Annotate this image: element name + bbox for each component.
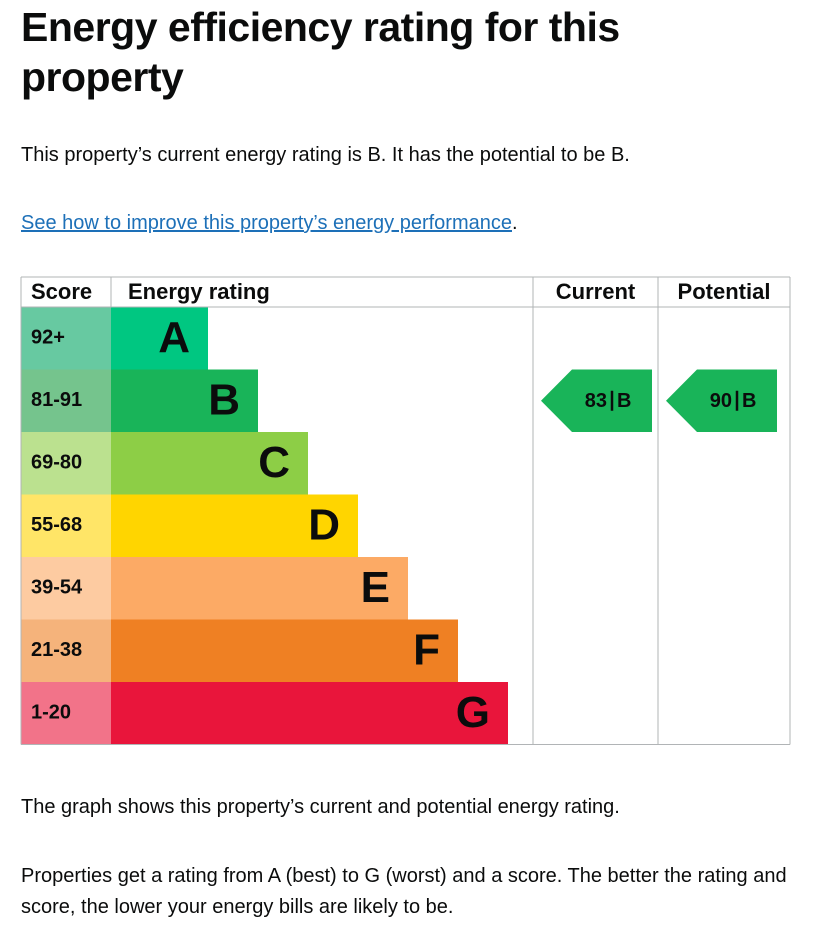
improve-link[interactable]: See how to improve this property’s energ… [21,212,512,234]
rating-letter: G [456,688,490,737]
rating-bar [111,369,258,432]
score-range: 1-20 [31,702,71,724]
rating-bar [111,432,308,495]
rating-bar [111,494,358,557]
column-header: Current [556,279,636,304]
rating-letter: B [208,375,240,424]
score-range: 81-91 [31,389,82,411]
score-range: 39-54 [31,577,83,599]
arrow-score: 83 [585,390,607,412]
score-range: 21-38 [31,639,82,661]
column-header: Potential [678,279,771,304]
rating-letter: E [361,563,390,612]
link-suffix: . [512,212,518,234]
summary: This property’s current energy rating is… [21,144,630,166]
rating-letter: D [308,500,340,549]
score-cell [21,369,111,432]
rating-bar [111,682,508,745]
arrow-band: B [617,390,631,412]
score-range: 92+ [31,327,65,349]
arrow-band: B [742,390,756,412]
score-cell [21,682,111,745]
score-range: 55-68 [31,514,82,536]
arrow-score: 90 [710,390,732,412]
rating-letter: C [258,438,290,487]
rating-arrow [541,369,652,432]
rating-bar [111,619,458,682]
rating-letter: F [413,625,440,674]
score-cell [21,619,111,682]
column-header: Energy rating [128,279,270,304]
score-range: 69-80 [31,452,82,474]
score-cell [21,557,111,620]
score-cell [21,494,111,557]
page-title: Energy efficiency rating for this proper… [21,4,620,100]
rating-arrow [666,369,777,432]
note: The graph shows this property’s current … [21,796,620,818]
rating-bar [111,307,208,370]
rating-letter: A [158,313,190,362]
rating-bar [111,557,408,620]
column-header: Score [31,279,92,304]
link-line: See how to improve this property’s energ… [21,208,811,239]
note: Properties get a rating from A (best) to… [21,865,787,918]
score-cell [21,307,111,370]
score-cell [21,432,111,495]
rating-chart: Score Energy rating Current Potential 92+ A 81… [20,276,791,745]
